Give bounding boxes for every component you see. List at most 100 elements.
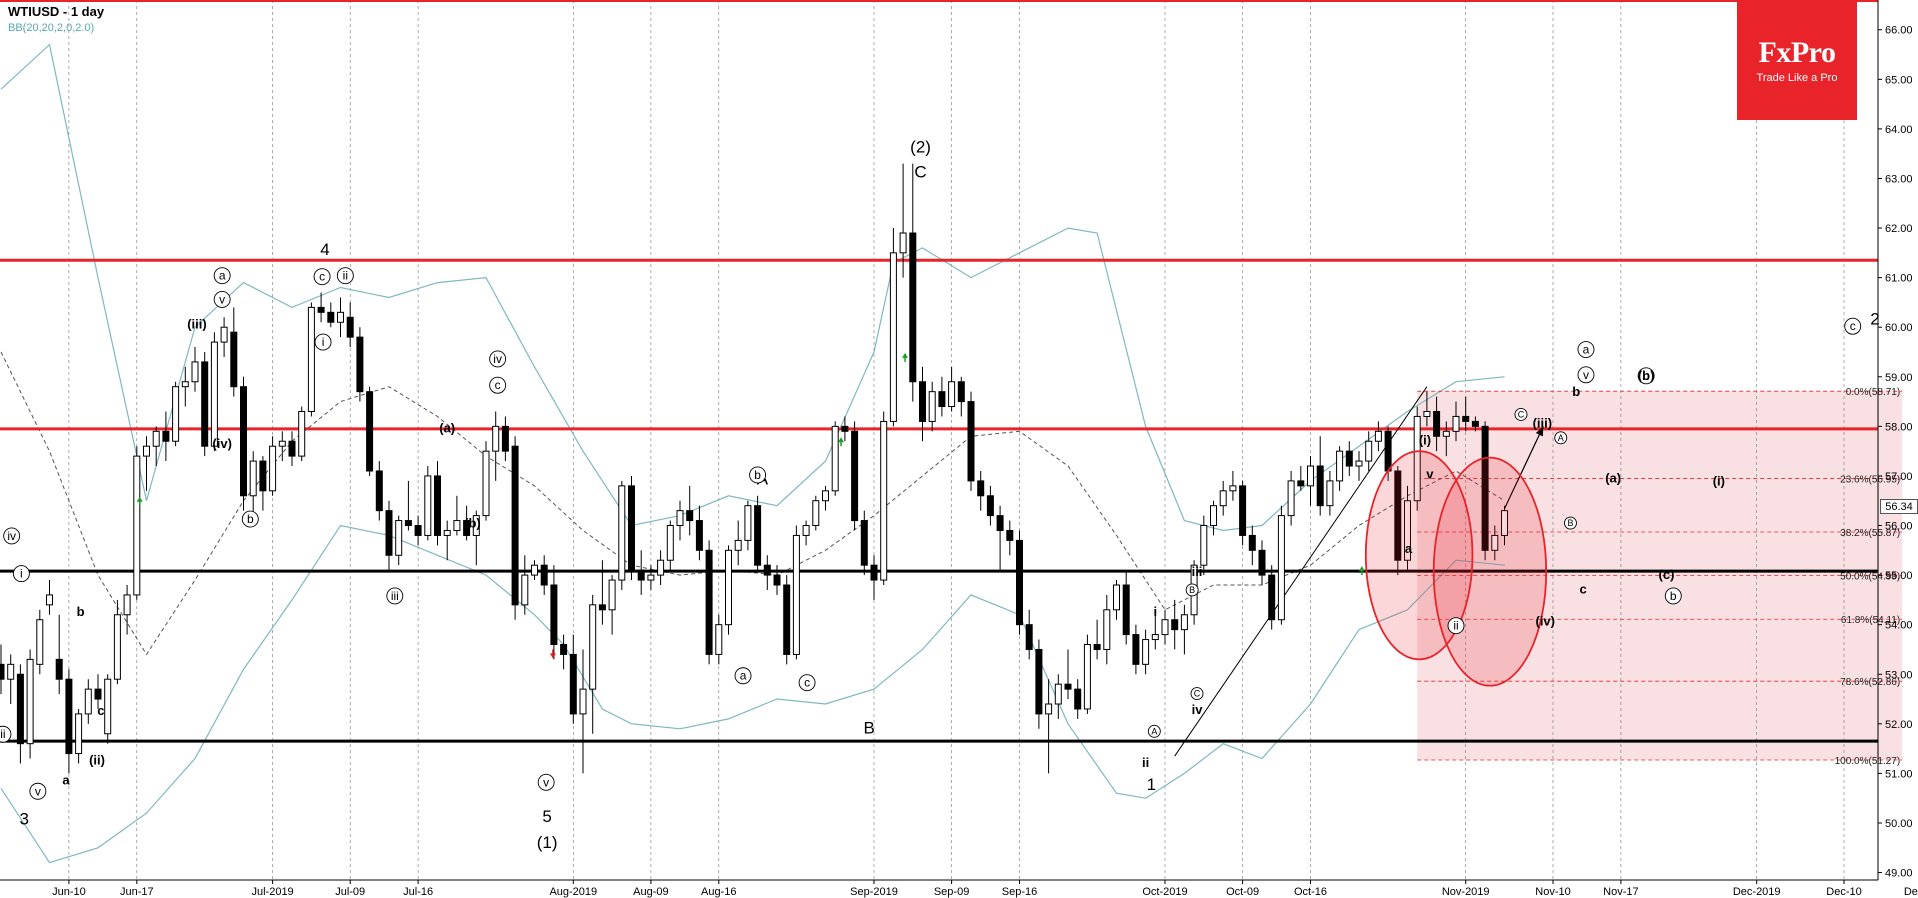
candle-bear [1462,415,1470,422]
wave-label-circled: C [1194,689,1201,699]
wave-label-circled: B [1567,518,1573,528]
candle-bear [695,520,703,551]
candle-bull [1374,430,1382,442]
wave-label-major: 1 [1147,775,1156,794]
wave-label-circled: iv [493,352,502,366]
wave-label-circle [489,376,507,394]
wave-label-circled: ii [0,727,5,741]
candle-bull [1219,490,1227,507]
candle-bull [84,688,92,715]
candle-bear [1025,624,1033,650]
candle-bull [1103,609,1111,650]
candle-bear [1316,465,1324,507]
logo-tagline: Trade Like a Pro [1756,72,1838,84]
candle-bull [1161,619,1169,636]
candle-bear [909,232,917,383]
x-tick-label: Nov-17 [1603,886,1638,898]
y-tick-label: 62.00 [1885,223,1913,235]
fib-level-label: 61.8%(54.11) [1841,615,1900,626]
wave-label-circled: i [322,335,325,349]
candle-bull [26,658,34,745]
candle-bull [1413,415,1421,502]
wave-label-minor: iii [1192,564,1203,579]
candles [0,163,1508,774]
candle-bull [191,361,199,383]
candle-bull [492,425,500,452]
wave-label-circled: i [20,567,23,581]
candle-bull [143,445,150,457]
candle-bear [1064,683,1072,690]
fib-level-label: 50.0%(54.99) [1840,572,1900,583]
candle-bear [317,306,325,313]
wave-label-circle [734,667,752,685]
candle-bear [919,381,926,422]
wave-label-circle [489,350,507,368]
y-tick-label: 55.00 [1885,570,1913,582]
wave-label-circle [1185,583,1199,597]
indicator-label: BB(20,20,2,0,2.0) [8,22,95,34]
wave-label-circle [0,725,12,743]
wave-label-circled: b [1643,369,1650,383]
x-tick-label: Dec-10 [1826,886,1861,898]
wave-label-circle [537,773,555,791]
wave-label-major: B [863,718,874,737]
wave-label-minor: b [77,604,85,619]
candle-bear [162,430,170,442]
candle-bear [385,510,393,556]
candle-bull [1491,534,1499,551]
candle-bull [1210,505,1217,527]
candle-bear [201,361,209,447]
wave-label-paren: (iii) [1533,415,1553,430]
wave-label-circled: C [1518,409,1525,419]
y-tick-label: 52.00 [1885,719,1913,731]
candle-bull [1229,485,1237,492]
candle-bull [531,564,538,576]
candle-bear [356,336,364,393]
x-tick-label: Nov-10 [1535,886,1570,898]
candle-bull [1404,500,1411,561]
wave-label-circled: v [1583,368,1589,382]
candle-bear [1481,425,1489,551]
candle-bear [783,584,791,655]
x-tick-label: Jul-2019 [251,886,293,898]
y-tick-label: 64.00 [1885,124,1913,136]
x-tick-label: Jun-10 [52,886,86,898]
wave-label-circle [1564,516,1577,530]
wave-label-circled: v [219,292,225,306]
candle-bull [278,440,286,447]
candle-bull [1452,415,1460,432]
wave-label-circle [1844,317,1862,335]
candle-bull [75,713,83,755]
candle-bear [598,604,606,611]
wave-label-circle [386,587,404,605]
candle-bull [7,663,15,680]
candle-bear [967,401,975,482]
y-tick-label: 60.00 [1885,322,1913,334]
chart-title: WTIUSD - 1 day [8,4,105,19]
wave-label-circle [3,527,21,545]
wave-label-minor: iv [1192,702,1204,717]
wave-label-major: 4 [320,240,329,259]
wave-label-paren: (c) [1659,567,1675,582]
candle-bull [676,510,684,527]
x-tick-label: Sep-09 [934,886,969,898]
candle-bear [1268,574,1276,621]
x-tick-label: Jul-16 [403,886,433,898]
candle-bull [1200,525,1208,566]
candle-bear [1093,644,1101,650]
wave-label-paren: (ii) [89,753,105,768]
candle-bull [152,430,160,447]
candle-bull [1423,410,1431,417]
signal-arrows [136,352,1365,659]
candle-bear [540,564,548,586]
wave-label-circled: iii [391,589,399,603]
wave-label-circle [313,268,331,286]
candle-bear [230,331,238,388]
candle-bull [249,460,257,497]
horizontal-levels [0,258,1878,743]
x-tick-label: Oct-2019 [1142,886,1187,898]
candle-bull [1336,450,1344,482]
candle-bear [1171,619,1179,631]
wave-label-circled: a [219,269,226,283]
wave-label-circle [1447,617,1465,635]
